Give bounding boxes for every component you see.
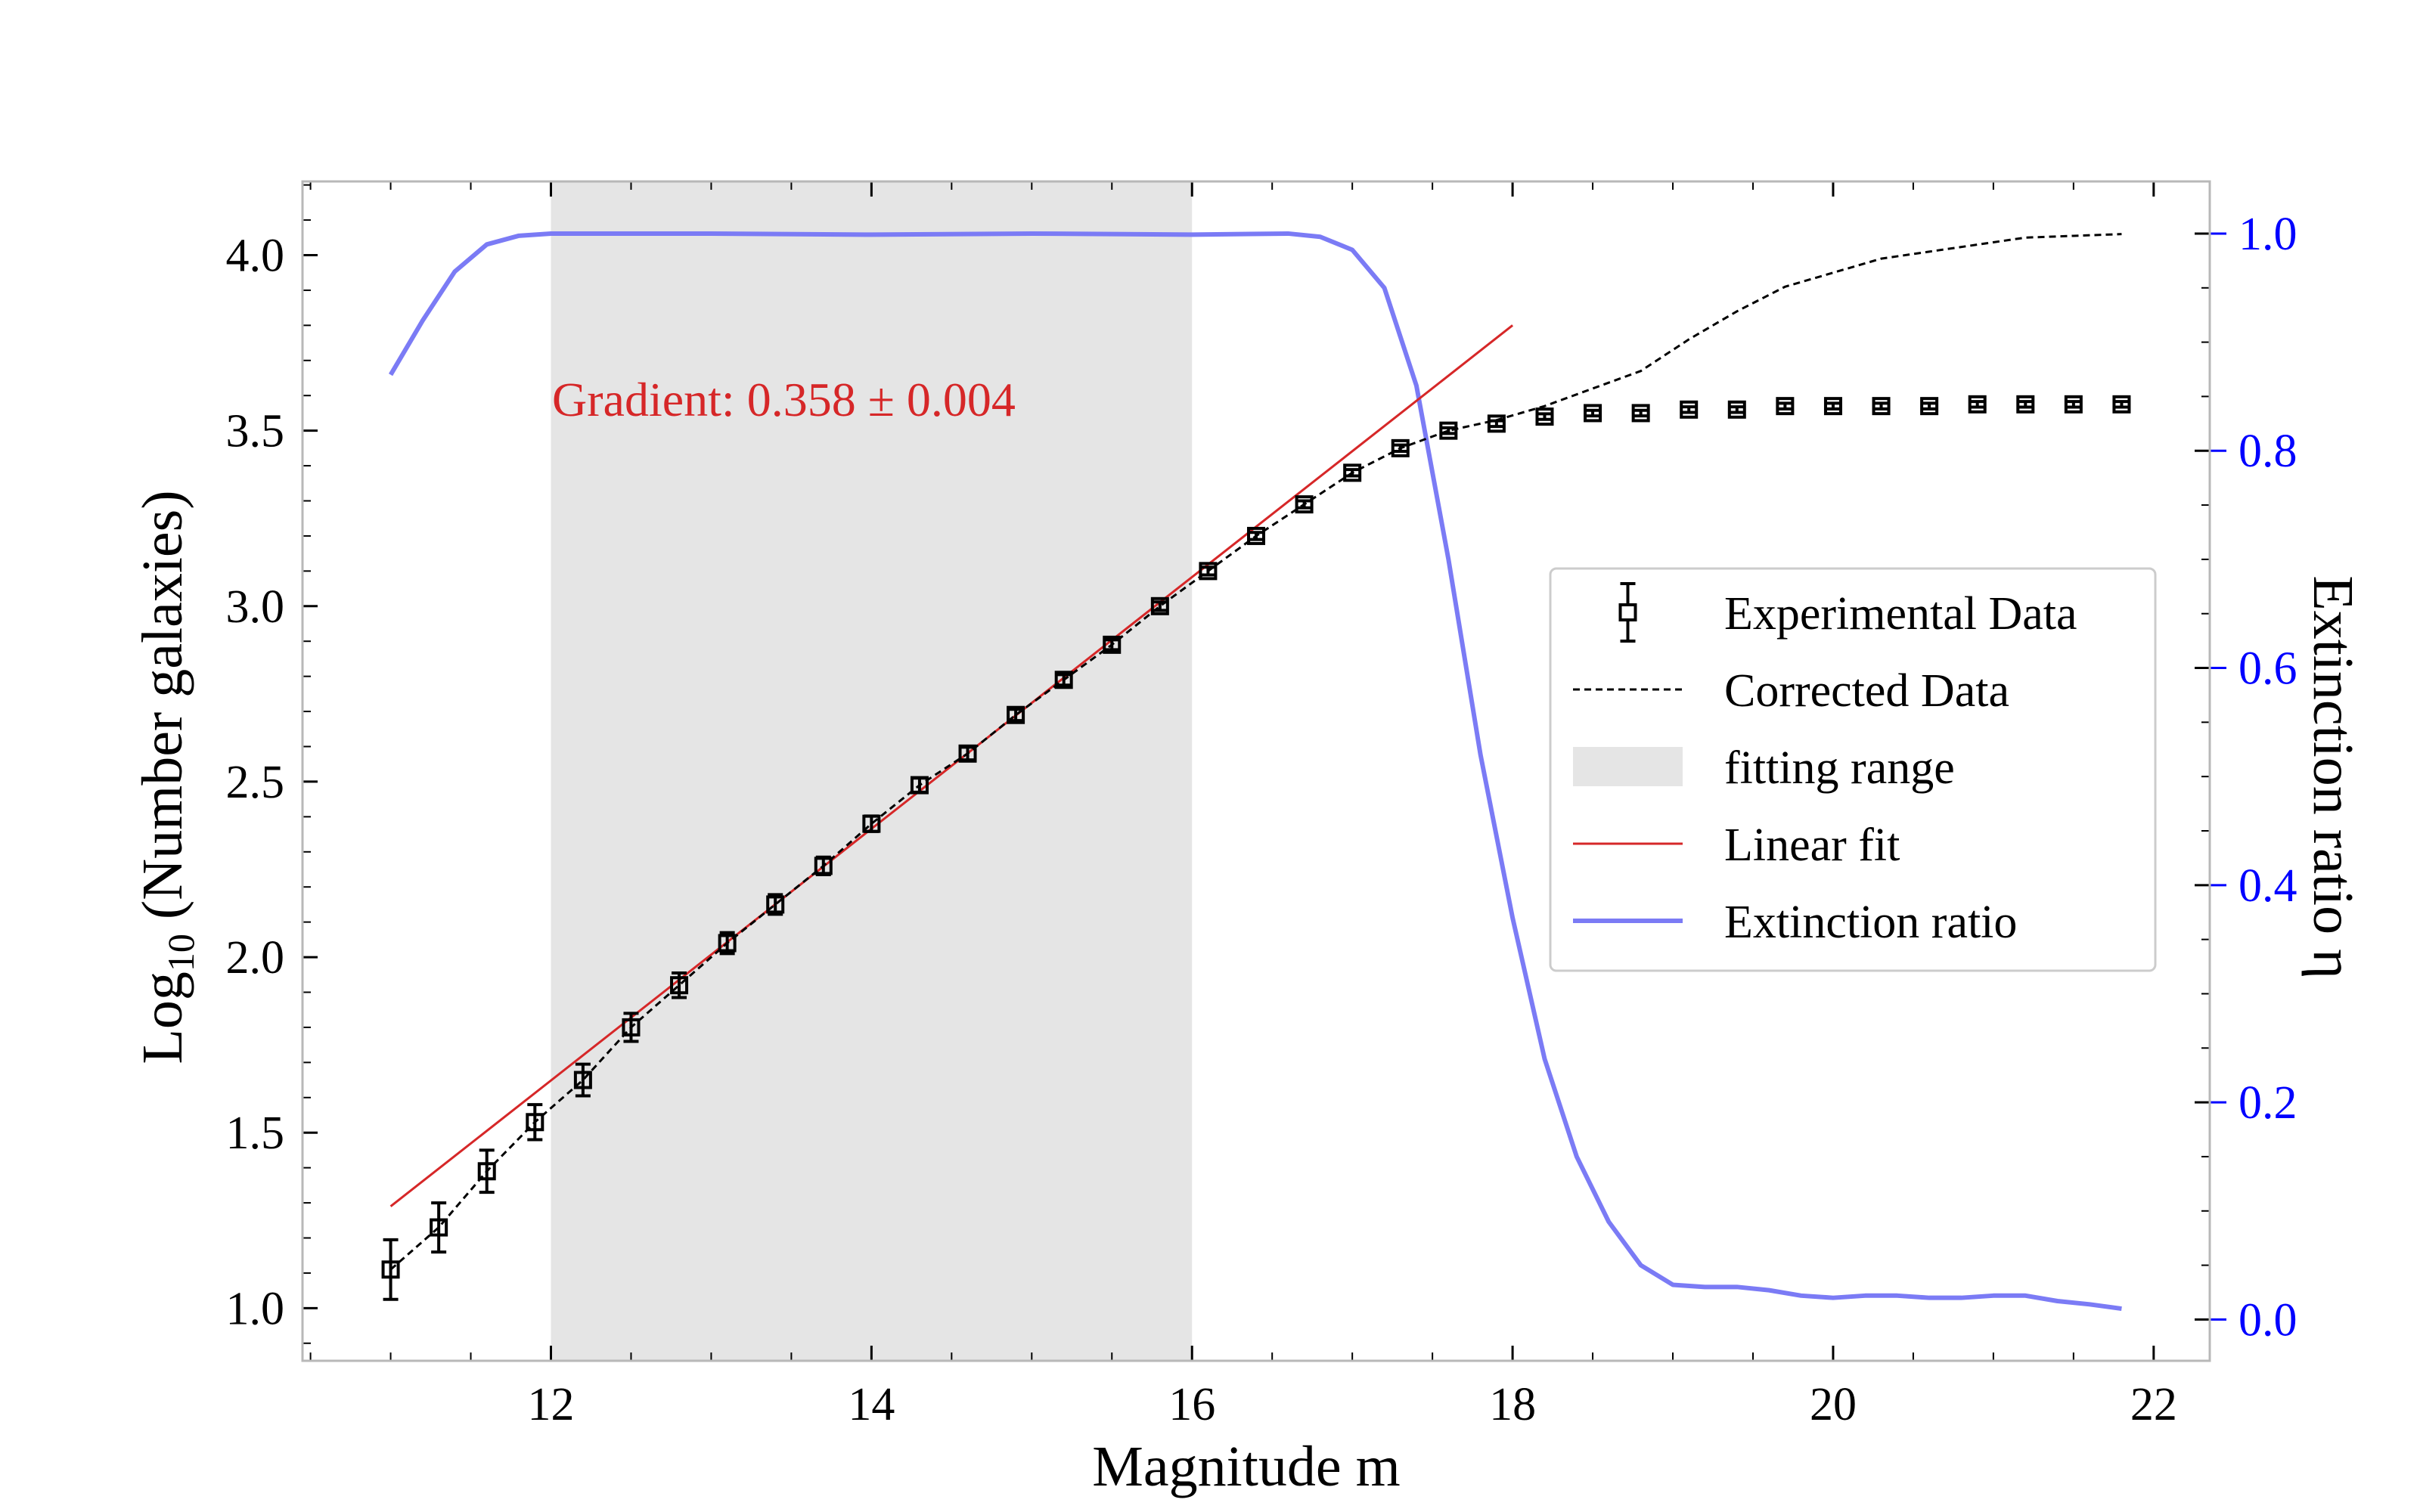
- data-point: [670, 976, 689, 995]
- data-point: [573, 1070, 592, 1089]
- data-point: [1823, 397, 1842, 416]
- data-point: [2064, 395, 2083, 414]
- y2-tick-label: 0.4: [2238, 860, 2297, 912]
- y-tick-label: 2.0: [226, 932, 285, 984]
- data-point: [1631, 404, 1650, 423]
- data-point: [1247, 526, 1265, 545]
- y-tick-label: 2.5: [226, 757, 285, 808]
- y-tick-label: 1.0: [226, 1283, 285, 1334]
- y2-tick-label: 0.6: [2238, 643, 2297, 695]
- y2-tick-label: 0.2: [2238, 1077, 2297, 1129]
- y-tick-label: 4.0: [226, 231, 285, 282]
- legend-label: Experimental Data: [1724, 588, 2077, 640]
- data-point: [1439, 421, 1458, 440]
- axis-ticks: [302, 181, 2226, 1361]
- data-point: [1343, 463, 1362, 482]
- y2-tick-label: 1.0: [2238, 209, 2297, 260]
- legend-box: [1549, 567, 2157, 972]
- y-tick-label: 3.5: [226, 406, 285, 457]
- data-point: [1199, 562, 1218, 581]
- data-point: [2112, 395, 2131, 414]
- x-tick-label: 18: [1489, 1379, 1536, 1430]
- data-point: [477, 1162, 496, 1181]
- data-point: [814, 857, 833, 875]
- data-point: [622, 1018, 641, 1036]
- data-point: [1007, 705, 1025, 724]
- data-point: [766, 895, 785, 914]
- y-axis-label-subscript: 10: [160, 934, 202, 971]
- y-tick-label: 1.5: [226, 1108, 285, 1159]
- data-point: [1487, 414, 1506, 433]
- x-axis-label: Magnitude m: [1092, 1435, 1400, 1498]
- legend-label: Corrected Data: [1724, 665, 2009, 717]
- data-point: [1776, 397, 1795, 416]
- legend-label: Linear fit: [1724, 820, 1900, 871]
- data-point: [526, 1113, 544, 1132]
- data-point: [718, 934, 737, 953]
- data-point: [910, 776, 929, 795]
- y-axis-label-main: Log: [131, 971, 194, 1064]
- y2-axis-label: Extinction ratio η: [2301, 575, 2365, 979]
- data-point: [958, 744, 977, 763]
- data-point: [430, 1218, 448, 1237]
- data-point: [1391, 438, 1410, 457]
- data-point: [1920, 397, 1939, 416]
- data-point: [381, 1260, 400, 1279]
- y-tick-label: 3.0: [226, 581, 285, 633]
- y2-tick-label: 0.0: [2238, 1294, 2297, 1346]
- data-point: [1968, 395, 1987, 414]
- legend: Experimental Data Corrected Data fitting r…: [1549, 567, 2157, 972]
- data-point: [1584, 404, 1602, 423]
- fitting-range-band: [551, 181, 1193, 1361]
- data-point: [1150, 596, 1169, 615]
- y2-tick-label: 0.8: [2238, 426, 2297, 477]
- legend-label: Extinction ratio: [1724, 897, 2017, 948]
- legend-handle-experimental: [1618, 603, 1637, 621]
- linear-fit-line: [389, 324, 1514, 1207]
- x-tick-label: 16: [1168, 1379, 1215, 1430]
- data-point: [1727, 400, 1746, 419]
- legend-handle-fitting-range: [1573, 747, 1683, 786]
- data-point: [862, 814, 881, 833]
- x-tick-label: 22: [2130, 1379, 2177, 1430]
- data-point: [1054, 671, 1073, 689]
- x-tick-label: 20: [1810, 1379, 1857, 1430]
- y-axis-label: Log10 (Number galaxies): [131, 490, 202, 1064]
- data-point: [1103, 635, 1122, 654]
- y-axis-label-rest: (Number galaxies): [131, 490, 194, 934]
- x-tick-label: 14: [848, 1379, 895, 1430]
- data-point: [1680, 400, 1699, 419]
- plot-frame: [301, 180, 2211, 1362]
- data-point: [1295, 495, 1314, 514]
- gradient-annotation: Gradient: 0.358 ± 0.004: [552, 373, 1016, 426]
- data-point: [1872, 397, 1891, 416]
- extinction-ratio-line: [388, 231, 2122, 1312]
- legend-label: fitting range: [1724, 742, 1955, 794]
- x-tick-label: 12: [527, 1379, 574, 1430]
- data-point: [1535, 407, 1554, 426]
- data-point: [2016, 395, 2035, 414]
